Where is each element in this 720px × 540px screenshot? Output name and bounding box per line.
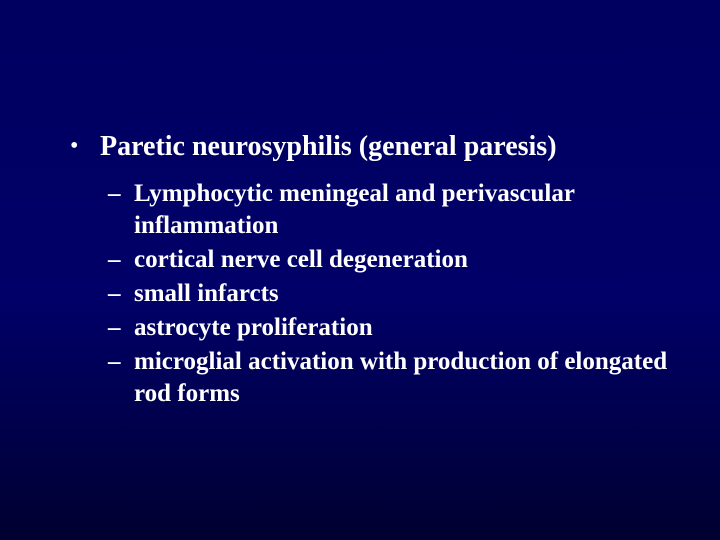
dash-icon: – (108, 244, 134, 276)
title-bullet-row: • Paretic neurosyphilis (general paresis… (70, 130, 670, 164)
dash-icon: – (108, 346, 134, 378)
list-item: – cortical nerve cell degeneration (108, 244, 670, 276)
sub-bullet-text: Lymphocytic meningeal and perivascular i… (134, 178, 670, 242)
list-item: – microglial activation with production … (108, 346, 670, 410)
list-item: – astrocyte proliferation (108, 312, 670, 344)
sub-bullet-list: – Lymphocytic meningeal and perivascular… (70, 178, 670, 410)
slide-title: Paretic neurosyphilis (general paresis) (100, 130, 557, 164)
sub-bullet-text: small infarcts (134, 278, 670, 310)
sub-bullet-text: cortical nerve cell degeneration (134, 244, 670, 276)
dash-icon: – (108, 178, 134, 210)
list-item: – small infarcts (108, 278, 670, 310)
slide-container: • Paretic neurosyphilis (general paresis… (0, 0, 720, 540)
dash-icon: – (108, 312, 134, 344)
list-item: – Lymphocytic meningeal and perivascular… (108, 178, 670, 242)
sub-bullet-text: microglial activation with production of… (134, 346, 670, 410)
dash-icon: – (108, 278, 134, 310)
bullet-icon: • (70, 130, 100, 162)
sub-bullet-text: astrocyte proliferation (134, 312, 670, 344)
